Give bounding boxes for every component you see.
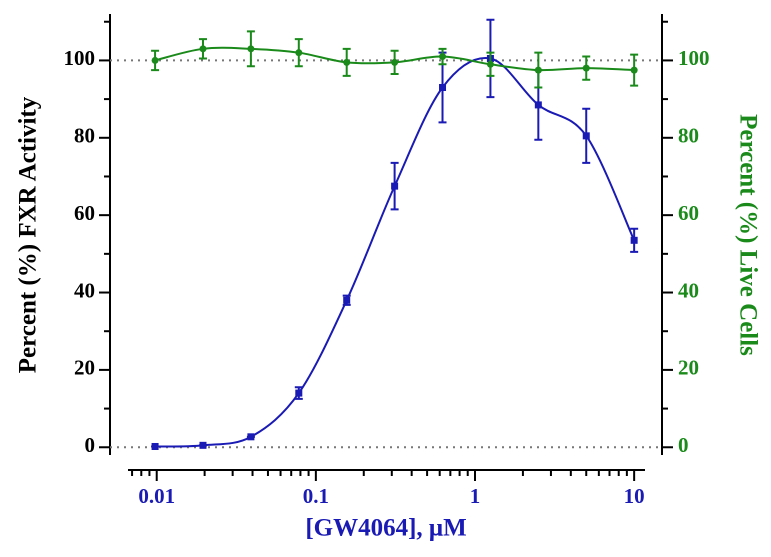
data-point: [295, 389, 303, 397]
series-line: [155, 57, 636, 448]
y-tick-label: 60: [74, 201, 95, 225]
data-point: [439, 53, 447, 61]
y-axis-title: Percent (%) FXR Activity: [15, 96, 42, 373]
data-point: [391, 182, 399, 190]
data-point: [199, 441, 207, 449]
data-point: [391, 58, 399, 66]
y2-tick-label: 60: [678, 201, 699, 225]
x-axis-title: [GW4064], μM: [305, 515, 466, 542]
data-point: [247, 45, 255, 53]
y-tick-label: 0: [85, 433, 96, 457]
data-point: [295, 49, 303, 57]
data-point: [486, 60, 494, 68]
data-point: [630, 236, 638, 244]
x-tick-label: 1: [470, 484, 481, 508]
data-point: [151, 56, 159, 64]
data-point: [582, 64, 590, 72]
data-point: [534, 66, 542, 74]
y2-tick-label: 20: [678, 356, 699, 380]
data-point: [630, 66, 638, 74]
y2-axis-title: Percent (%) Live Cells: [734, 114, 761, 356]
y2-tick-label: 100: [678, 46, 710, 70]
y-tick-label: 80: [74, 124, 95, 148]
y2-tick-label: 40: [678, 278, 699, 302]
data-point: [151, 442, 159, 450]
y-tick-label: 20: [74, 356, 95, 380]
x-tick-label: 0.01: [138, 484, 175, 508]
data-point: [534, 101, 542, 109]
data-point: [439, 84, 447, 91]
data-point: [582, 132, 590, 140]
data-point: [343, 296, 351, 304]
y2-tick-label: 80: [678, 124, 699, 148]
y-tick-label: 100: [64, 46, 96, 70]
x-tick-label: 0.1: [303, 484, 329, 508]
data-point: [343, 58, 351, 66]
y2-tick-label: 0: [678, 433, 689, 457]
x-tick-label: 10: [624, 484, 645, 508]
data-point: [247, 433, 255, 441]
data-point: [199, 45, 207, 53]
y-tick-label: 40: [74, 278, 95, 302]
